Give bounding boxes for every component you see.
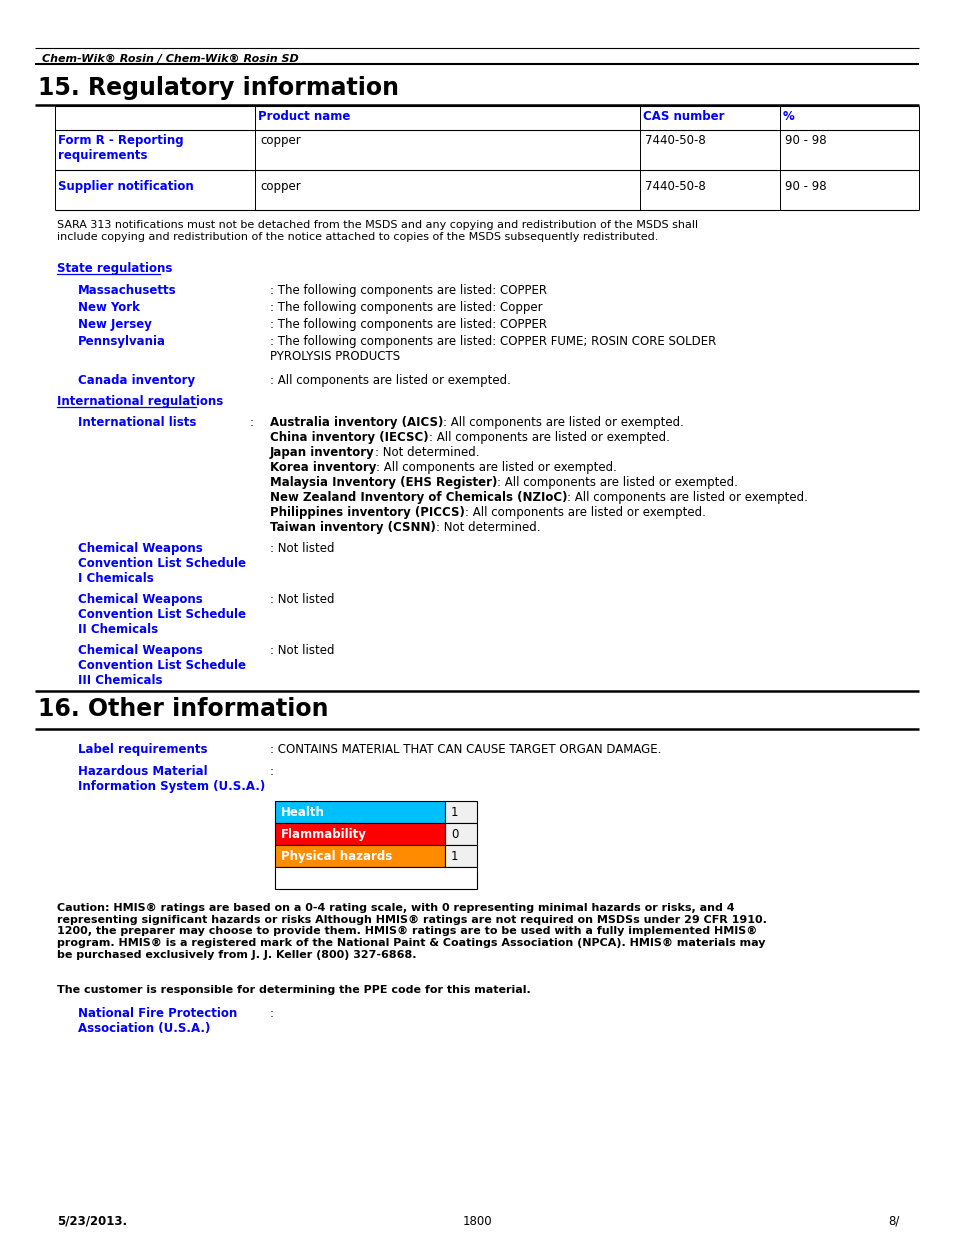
Text: The customer is responsible for determining the PPE code for this material.: The customer is responsible for determin… [57, 986, 530, 995]
Text: Pennsylvania: Pennsylvania [78, 335, 166, 348]
Bar [444, 802, 476, 823]
Bar [274, 867, 476, 889]
Text: :: : [270, 1007, 274, 1020]
Bar [274, 823, 444, 845]
Text: National Fire Protection
Association (U.S.A.): National Fire Protection Association (U.… [78, 1007, 237, 1035]
Text: 15. Regulatory information: 15. Regulatory information [38, 77, 398, 100]
Text: Massachusetts: Massachusetts [78, 284, 176, 296]
Text: Health: Health [281, 806, 325, 819]
Text: 90 - 98: 90 - 98 [784, 135, 825, 147]
Text: : All components are listed or exempted.: : All components are listed or exempted. [443, 416, 683, 429]
Text: Form R - Reporting
requirements: Form R - Reporting requirements [58, 135, 183, 162]
Text: Malaysia Inventory (EHS Register): Malaysia Inventory (EHS Register) [270, 475, 497, 489]
Text: China inventory (IECSC): China inventory (IECSC) [270, 431, 428, 445]
Text: Taiwan inventory (CSNN): Taiwan inventory (CSNN) [270, 521, 436, 534]
Bar [444, 845, 476, 867]
Text: Label requirements: Label requirements [78, 743, 208, 756]
Text: Canada inventory: Canada inventory [78, 374, 195, 387]
Text: Caution: HMIS® ratings are based on a 0-4 rating scale, with 0 representing mini: Caution: HMIS® ratings are based on a 0-… [57, 903, 766, 960]
Text: : Not determined.: : Not determined. [436, 521, 539, 534]
Text: Japan inventory: Japan inventory [270, 446, 375, 459]
Text: CAS number: CAS number [642, 110, 723, 124]
Text: 0: 0 [451, 827, 457, 841]
Text: 7440-50-8: 7440-50-8 [644, 135, 705, 147]
Text: Hazardous Material
Information System (U.S.A.): Hazardous Material Information System (U… [78, 764, 265, 793]
Text: Philippines inventory (PICCS): Philippines inventory (PICCS) [270, 506, 464, 519]
Text: : All components are listed or exempted.: : All components are listed or exempted. [270, 374, 511, 387]
Text: Chemical Weapons
Convention List Schedule
III Chemicals: Chemical Weapons Convention List Schedul… [78, 643, 246, 687]
Text: : The following components are listed: COPPER FUME; ROSIN CORE SOLDER
PYROLYSIS : : The following components are listed: C… [270, 335, 716, 363]
Text: 90 - 98: 90 - 98 [784, 180, 825, 193]
Text: : All components are listed or exempted.: : All components are listed or exempted. [376, 461, 617, 474]
Text: Flammability: Flammability [281, 827, 367, 841]
Text: : CONTAINS MATERIAL THAT CAN CAUSE TARGET ORGAN DAMAGE.: : CONTAINS MATERIAL THAT CAN CAUSE TARGE… [270, 743, 660, 756]
Text: International regulations: International regulations [57, 395, 223, 408]
Text: New Zealand Inventory of Chemicals (NZIoC): New Zealand Inventory of Chemicals (NZIo… [270, 492, 567, 504]
Text: 7440-50-8: 7440-50-8 [644, 180, 705, 193]
Text: SARA 313 notifications must not be detached from the MSDS and any copying and re: SARA 313 notifications must not be detac… [57, 220, 698, 242]
Text: International lists: International lists [78, 416, 196, 429]
Text: Product name: Product name [257, 110, 350, 124]
Text: Chemical Weapons
Convention List Schedule
II Chemicals: Chemical Weapons Convention List Schedul… [78, 593, 246, 636]
Text: : The following components are listed: COPPER: : The following components are listed: C… [270, 317, 546, 331]
Text: : Not listed: : Not listed [270, 643, 335, 657]
Text: : All components are listed or exempted.: : All components are listed or exempted. [428, 431, 669, 445]
Text: : The following components are listed: Copper: : The following components are listed: C… [270, 301, 542, 314]
Text: Supplier notification: Supplier notification [58, 180, 193, 193]
Text: 16. Other information: 16. Other information [38, 697, 328, 721]
Text: %: % [782, 110, 794, 124]
Text: 1: 1 [451, 850, 458, 863]
Text: Chem-Wik® Rosin / Chem-Wik® Rosin SD: Chem-Wik® Rosin / Chem-Wik® Rosin SD [42, 54, 298, 64]
Text: : Not listed: : Not listed [270, 593, 335, 606]
Text: : All components are listed or exempted.: : All components are listed or exempted. [567, 492, 807, 504]
Text: copper: copper [260, 180, 300, 193]
Bar [274, 802, 444, 823]
Text: State regulations: State regulations [57, 262, 172, 275]
Text: 5/23/2013.: 5/23/2013. [57, 1215, 127, 1228]
Text: Chemical Weapons
Convention List Schedule
I Chemicals: Chemical Weapons Convention List Schedul… [78, 542, 246, 585]
Text: : The following components are listed: COPPER: : The following components are listed: C… [270, 284, 546, 296]
Bar [274, 845, 444, 867]
Text: New York: New York [78, 301, 140, 314]
Text: : Not listed: : Not listed [270, 542, 335, 555]
Text: copper: copper [260, 135, 300, 147]
Text: Australia inventory (AICS): Australia inventory (AICS) [270, 416, 443, 429]
Text: 8/: 8/ [887, 1215, 899, 1228]
Text: Physical hazards: Physical hazards [281, 850, 392, 863]
Text: : All components are listed or exempted.: : All components are listed or exempted. [497, 475, 738, 489]
Text: New Jersey: New Jersey [78, 317, 152, 331]
Text: Korea inventory: Korea inventory [270, 461, 376, 474]
Text: 1800: 1800 [461, 1215, 492, 1228]
Bar [444, 823, 476, 845]
Text: :: : [250, 416, 257, 429]
Text: : All components are listed or exempted.: : All components are listed or exempted. [464, 506, 705, 519]
Text: 1: 1 [451, 806, 458, 819]
Text: :: : [270, 764, 274, 778]
Text: : Not determined.: : Not determined. [375, 446, 478, 459]
